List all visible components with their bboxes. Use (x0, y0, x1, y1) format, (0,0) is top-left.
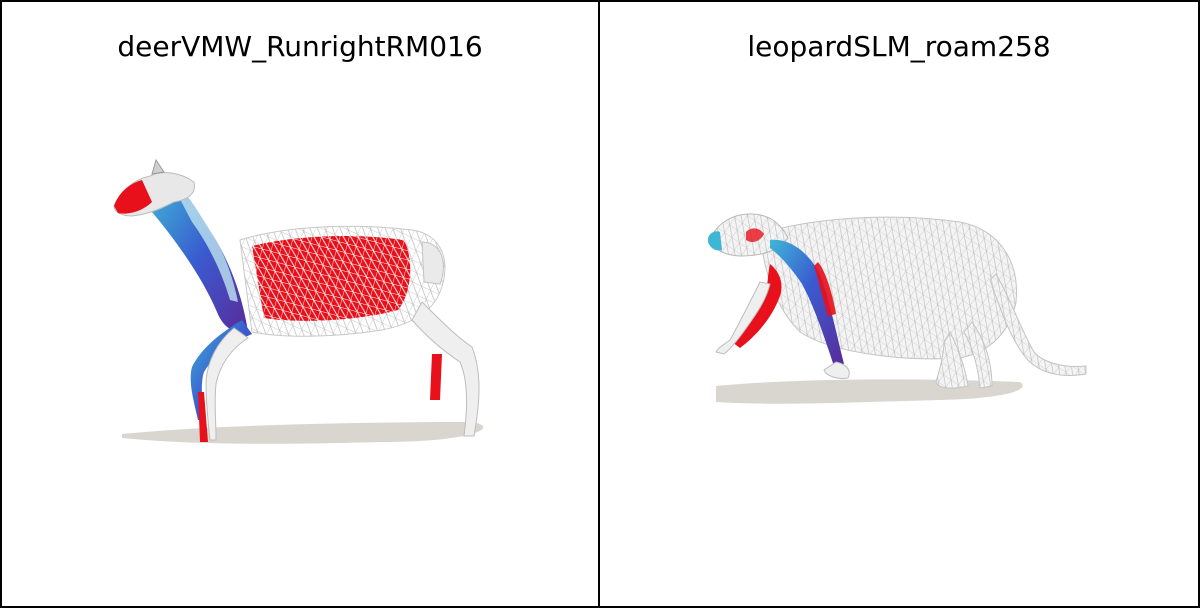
deer-foreleg-2 (205, 327, 249, 441)
deer-hindleg-1 (411, 301, 480, 437)
deer-ear (151, 158, 165, 175)
leopard-tail (989, 273, 1087, 376)
leopard-head-red (746, 228, 764, 242)
deer-hindleg-2 (430, 354, 442, 400)
leopard-mesh-render (708, 213, 1087, 404)
deer-foreleg-red (198, 392, 208, 442)
panel-leopard: leopardSLM_roam258 (600, 2, 1198, 606)
panel-title: leopardSLM_roam258 (747, 30, 1051, 63)
ground-shadow (716, 379, 1023, 404)
deer-neck-highlight (172, 184, 238, 302)
leopard-front-paw (823, 361, 850, 379)
leopard-hindleg-1 (935, 330, 969, 389)
leopard-shoulder-red (814, 262, 836, 316)
deer-snout-red (114, 180, 152, 214)
deer-rump (421, 241, 444, 285)
leopard-foreleg-back (715, 281, 771, 355)
leopard-snout-cyan (708, 231, 722, 251)
ground-shadow (122, 422, 484, 444)
deer-mesh-render (113, 158, 484, 444)
deer-foreleg-1 (190, 320, 252, 420)
deer-neck (152, 179, 248, 333)
leopard-hindleg-2 (963, 321, 993, 389)
panel-title: deerVMW_RunrightRM016 (117, 30, 483, 63)
deer-flank-red (252, 236, 411, 321)
panel-deer: deerVMW_RunrightRM016 (2, 2, 600, 606)
leopard-shoulder (770, 239, 844, 366)
